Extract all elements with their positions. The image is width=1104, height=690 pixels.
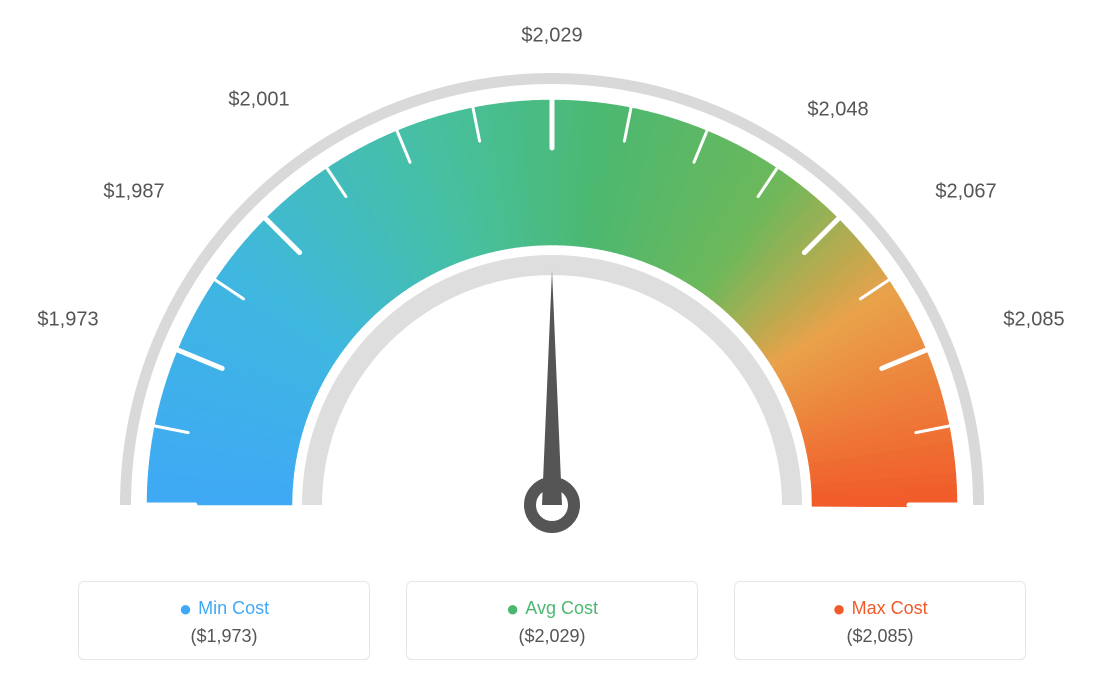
gauge-tick-label: $1,987 xyxy=(103,181,164,204)
max-cost-label: ●Max Cost xyxy=(735,596,1025,622)
gauge-tick-label: $2,067 xyxy=(935,181,996,204)
gauge-tick-label: $2,048 xyxy=(807,99,868,122)
gauge-tick-label: $2,085 xyxy=(1003,309,1064,332)
min-cost-label: ●Min Cost xyxy=(79,596,369,622)
min-dot-icon: ● xyxy=(179,596,192,621)
min-cost-value: ($1,973) xyxy=(79,626,369,647)
avg-cost-value: ($2,029) xyxy=(407,626,697,647)
gauge-tick-label: $2,029 xyxy=(521,25,582,48)
max-cost-value: ($2,085) xyxy=(735,626,1025,647)
avg-cost-label: ●Avg Cost xyxy=(407,596,697,622)
gauge-area: $1,973 $1,987 $2,001 $2,029 $2,048 $2,067 $2,0… xyxy=(0,0,1104,560)
min-cost-box: ●Min Cost ($1,973) xyxy=(78,581,370,660)
avg-dot-icon: ● xyxy=(506,596,519,621)
gauge-tick-label: $1,973 xyxy=(37,309,98,332)
gauge-tick-label: $2,001 xyxy=(228,89,289,112)
stats-row: ●Min Cost ($1,973) ●Avg Cost ($2,029) ●M… xyxy=(0,581,1104,660)
max-cost-box: ●Max Cost ($2,085) xyxy=(734,581,1026,660)
gauge-svg xyxy=(0,0,1104,560)
avg-cost-box: ●Avg Cost ($2,029) xyxy=(406,581,698,660)
max-dot-icon: ● xyxy=(832,596,845,621)
gauge-chart-container: $1,973 $1,987 $2,001 $2,029 $2,048 $2,067 $2,0… xyxy=(0,0,1104,690)
